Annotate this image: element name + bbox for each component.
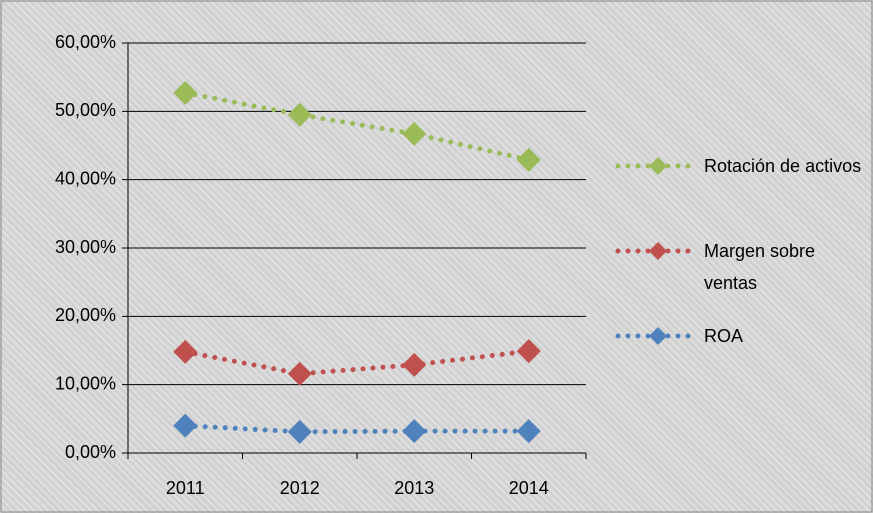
x-tick-label: 2011 bbox=[166, 478, 205, 498]
marker bbox=[402, 419, 427, 444]
marker bbox=[516, 147, 541, 172]
x-tick-label: 2012 bbox=[280, 478, 320, 498]
legend-marker bbox=[649, 157, 667, 175]
legend-marker bbox=[649, 242, 667, 260]
series-line bbox=[182, 348, 532, 377]
marker bbox=[173, 80, 198, 105]
marker bbox=[287, 361, 312, 386]
marker bbox=[287, 102, 312, 127]
marker bbox=[173, 413, 198, 438]
marker bbox=[402, 352, 427, 377]
series-line bbox=[182, 90, 532, 163]
y-tick-label: 30,00% bbox=[55, 237, 116, 257]
marker bbox=[173, 339, 198, 364]
y-tick-label: 40,00% bbox=[55, 168, 116, 188]
marker bbox=[287, 419, 312, 444]
legend-label: Margen sobre ventas bbox=[704, 241, 816, 293]
legend-marker bbox=[649, 327, 667, 345]
x-tick-label: 2014 bbox=[509, 478, 549, 498]
y-tick-label: 50,00% bbox=[55, 100, 116, 120]
y-tick-label: 20,00% bbox=[55, 305, 116, 325]
marker bbox=[402, 121, 427, 146]
legend-label: ROA bbox=[704, 326, 744, 346]
legend-label: Rotación de activos bbox=[704, 156, 862, 176]
series-line bbox=[182, 423, 532, 435]
y-tick-label: 60,00% bbox=[55, 32, 116, 52]
y-tick-label: 10,00% bbox=[55, 373, 116, 393]
x-tick-label: 2013 bbox=[394, 478, 434, 498]
marker bbox=[516, 419, 541, 444]
marker bbox=[516, 339, 541, 364]
y-tick-label: 0,00% bbox=[65, 442, 116, 462]
